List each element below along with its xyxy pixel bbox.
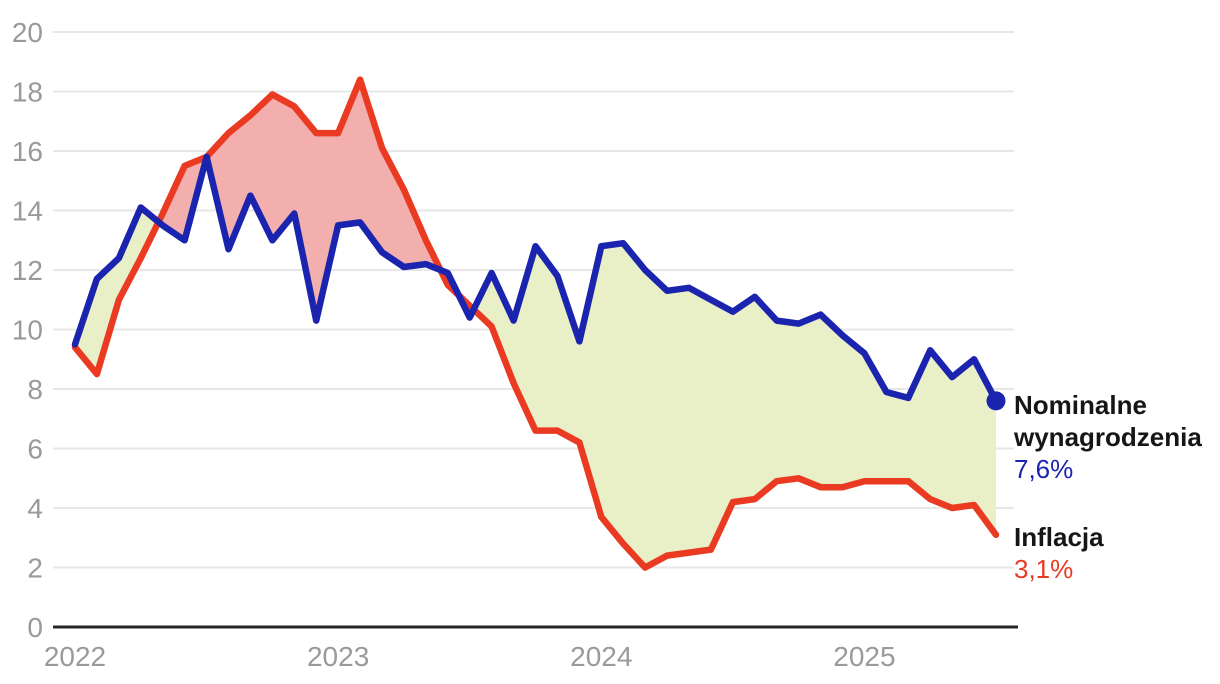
wages-end-dot bbox=[986, 391, 1006, 411]
wages-above-fill-0 bbox=[75, 207, 159, 375]
y-tick-label-18: 18 bbox=[12, 77, 43, 108]
wages-series-label: Nominalne wynagrodzenia 7,6% bbox=[1014, 389, 1202, 485]
y-tick-label-8: 8 bbox=[27, 374, 43, 405]
wages-series-name-line1: Nominalne bbox=[1014, 390, 1147, 420]
wages-series-name-line2: wynagrodzenia bbox=[1014, 422, 1202, 452]
y-tick-label-10: 10 bbox=[12, 315, 43, 346]
inflation-series-label: Inflacja 3,1% bbox=[1014, 521, 1104, 585]
inflation-above-fill-3 bbox=[206, 79, 441, 321]
inflation-series-name: Inflacja bbox=[1014, 522, 1104, 552]
inflation-current-value: 3,1% bbox=[1014, 554, 1074, 584]
wages-current-value: 7,6% bbox=[1014, 454, 1074, 484]
y-tick-label-6: 6 bbox=[27, 434, 43, 465]
y-tick-label-2: 2 bbox=[27, 553, 43, 584]
x-tick-label-2022: 2022 bbox=[44, 641, 106, 672]
x-tick-label-2023: 2023 bbox=[307, 641, 369, 672]
inflation-above-fill-1 bbox=[158, 156, 207, 241]
x-tick-label-2024: 2024 bbox=[570, 641, 632, 672]
y-tick-label-12: 12 bbox=[12, 255, 43, 286]
y-tick-label-20: 20 bbox=[12, 17, 43, 48]
wages-line bbox=[71, 153, 1000, 405]
wages-above-fill-6 bbox=[473, 243, 996, 568]
y-tick-label-14: 14 bbox=[12, 196, 43, 227]
y-tick-label-4: 4 bbox=[27, 493, 43, 524]
y-tick-label-0: 0 bbox=[27, 612, 43, 643]
y-tick-label-16: 16 bbox=[12, 136, 43, 167]
x-tick-label-2025: 2025 bbox=[833, 641, 895, 672]
inflation-line bbox=[71, 76, 1000, 571]
